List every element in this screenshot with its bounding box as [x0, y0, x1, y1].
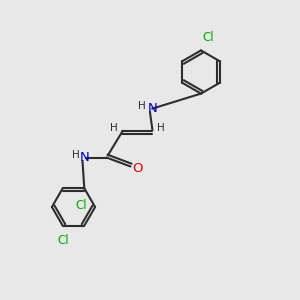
Text: N: N: [80, 151, 89, 164]
Text: H: H: [72, 149, 80, 160]
Text: H: H: [138, 101, 146, 111]
Text: H: H: [110, 123, 118, 133]
Text: Cl: Cl: [202, 31, 214, 44]
Text: Cl: Cl: [75, 199, 87, 212]
Text: Cl: Cl: [57, 234, 68, 247]
Text: H: H: [157, 123, 165, 133]
Text: N: N: [148, 102, 157, 115]
Text: O: O: [132, 161, 142, 175]
